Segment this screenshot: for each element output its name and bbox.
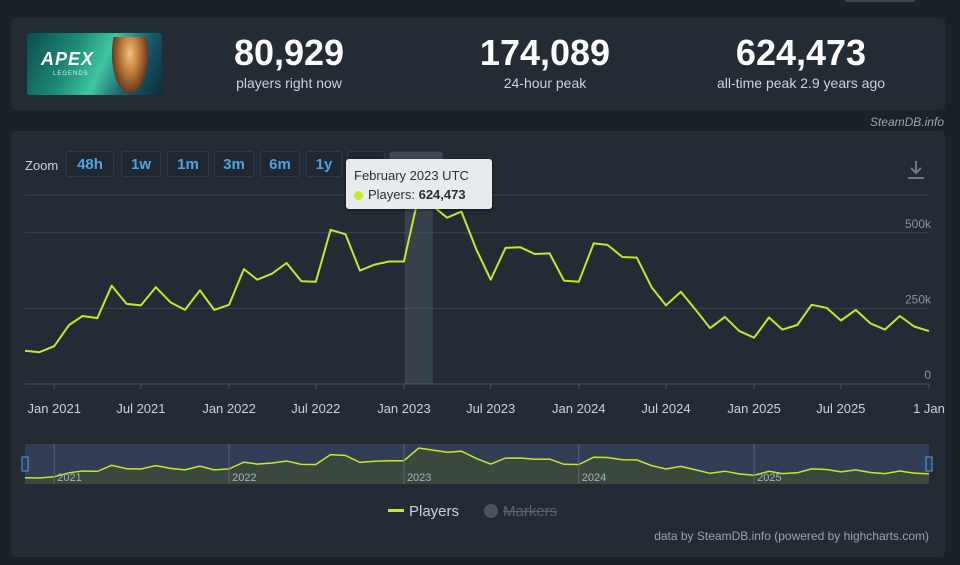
navigator-label: 2022 — [232, 472, 256, 484]
stat-24h-peak: 174,089 24-hour peak — [435, 32, 655, 91]
stat-value: 624,473 — [735, 32, 867, 73]
legend-dot-icon — [484, 504, 498, 518]
download-icon[interactable] — [905, 159, 927, 181]
logo-subtext: LEGENDS — [53, 71, 89, 77]
zoom-label: Zoom — [25, 158, 59, 173]
logo-character — [112, 37, 148, 93]
y-tick-label: 500k — [905, 217, 932, 231]
stat-value: 174,089 — [479, 32, 611, 73]
x-tick-label: Jul 2025 — [816, 401, 865, 416]
legend-item-players[interactable]: Players — [388, 503, 459, 520]
game-logo[interactable]: APEX LEGENDS — [27, 33, 162, 95]
hover-band — [404, 195, 433, 384]
stat-value: 80,929 — [233, 32, 345, 73]
x-tick-label: Jan 2021 — [27, 401, 81, 416]
navigator-handle-left[interactable] — [21, 456, 29, 472]
credits[interactable]: data by SteamDB.info (powered by highcha… — [654, 529, 929, 543]
legend-label-players: Players — [409, 503, 460, 520]
stat-current-players: 80,929 players right now — [179, 32, 399, 91]
x-tick-label: 1 Jan — [913, 401, 945, 416]
stat-all-time-peak: 624,473 all-time peak 2.9 years ago — [691, 32, 911, 91]
legend-line-icon — [388, 509, 404, 512]
zoom-1y-button[interactable]: 1y — [306, 151, 342, 177]
top-divider — [845, 0, 915, 2]
navigator-label: 2021 — [57, 472, 81, 484]
tooltip-series-dot — [354, 191, 363, 200]
zoom-48h-button[interactable]: 48h — [66, 151, 114, 177]
stat-label: all-time peak 2.9 years ago — [716, 75, 886, 91]
x-tick-label: Jan 2024 — [552, 401, 606, 416]
x-tick-label: Jul 2024 — [641, 401, 690, 416]
tooltip-series-label: Players: — [368, 187, 415, 202]
x-tick-label: Jan 2025 — [727, 401, 781, 416]
chart-tooltip: February 2023 UTC Players: 624,473 — [346, 159, 492, 209]
stat-label: players right now — [236, 75, 342, 91]
stat-label: 24-hour peak — [503, 75, 587, 91]
navigator-label: 2023 — [407, 472, 431, 484]
navigator-handle-right[interactable] — [925, 456, 933, 472]
legend-label-markers: Markers — [503, 503, 558, 520]
x-tick-label: Jul 2022 — [291, 401, 340, 416]
zoom-3m-button[interactable]: 3m — [214, 151, 254, 177]
stats-card: APEX LEGENDS 80,929 players right now 17… — [11, 18, 945, 110]
x-tick-label: Jan 2023 — [377, 401, 431, 416]
tooltip-row: Players: 624,473 — [354, 187, 466, 202]
logo-text: APEX — [41, 49, 95, 69]
x-tick-label: Jul 2023 — [466, 401, 515, 416]
y-tick-label: 0 — [924, 368, 931, 382]
x-tick-label: Jul 2021 — [116, 401, 165, 416]
navigator-line — [24, 447, 930, 479]
chart-card: 0 250k 500k Jan 2021 Jul 2021 Jan 2022 Jul 202… — [11, 131, 945, 557]
player-chart[interactable]: 0 250k 500k Jan 2021 Jul 2021 Jan 2022 Jul 202… — [11, 131, 945, 557]
tooltip-title: February 2023 UTC — [354, 168, 469, 183]
zoom-6m-button[interactable]: 6m — [260, 151, 300, 177]
tooltip-value: 624,473 — [418, 187, 466, 202]
series-line-players — [24, 194, 930, 354]
navigator-label: 2025 — [757, 472, 781, 484]
legend-item-markers[interactable]: Markers — [484, 503, 557, 520]
navigator-label: 2024 — [582, 472, 606, 484]
navigator-area — [25, 448, 929, 484]
zoom-1w-button[interactable]: 1w — [121, 151, 161, 177]
zoom-1m-button[interactable]: 1m — [167, 151, 209, 177]
y-tick-label: 250k — [905, 292, 932, 306]
x-tick-label: Jan 2022 — [202, 401, 256, 416]
source-tag[interactable]: SteamDB.info — [869, 115, 944, 129]
